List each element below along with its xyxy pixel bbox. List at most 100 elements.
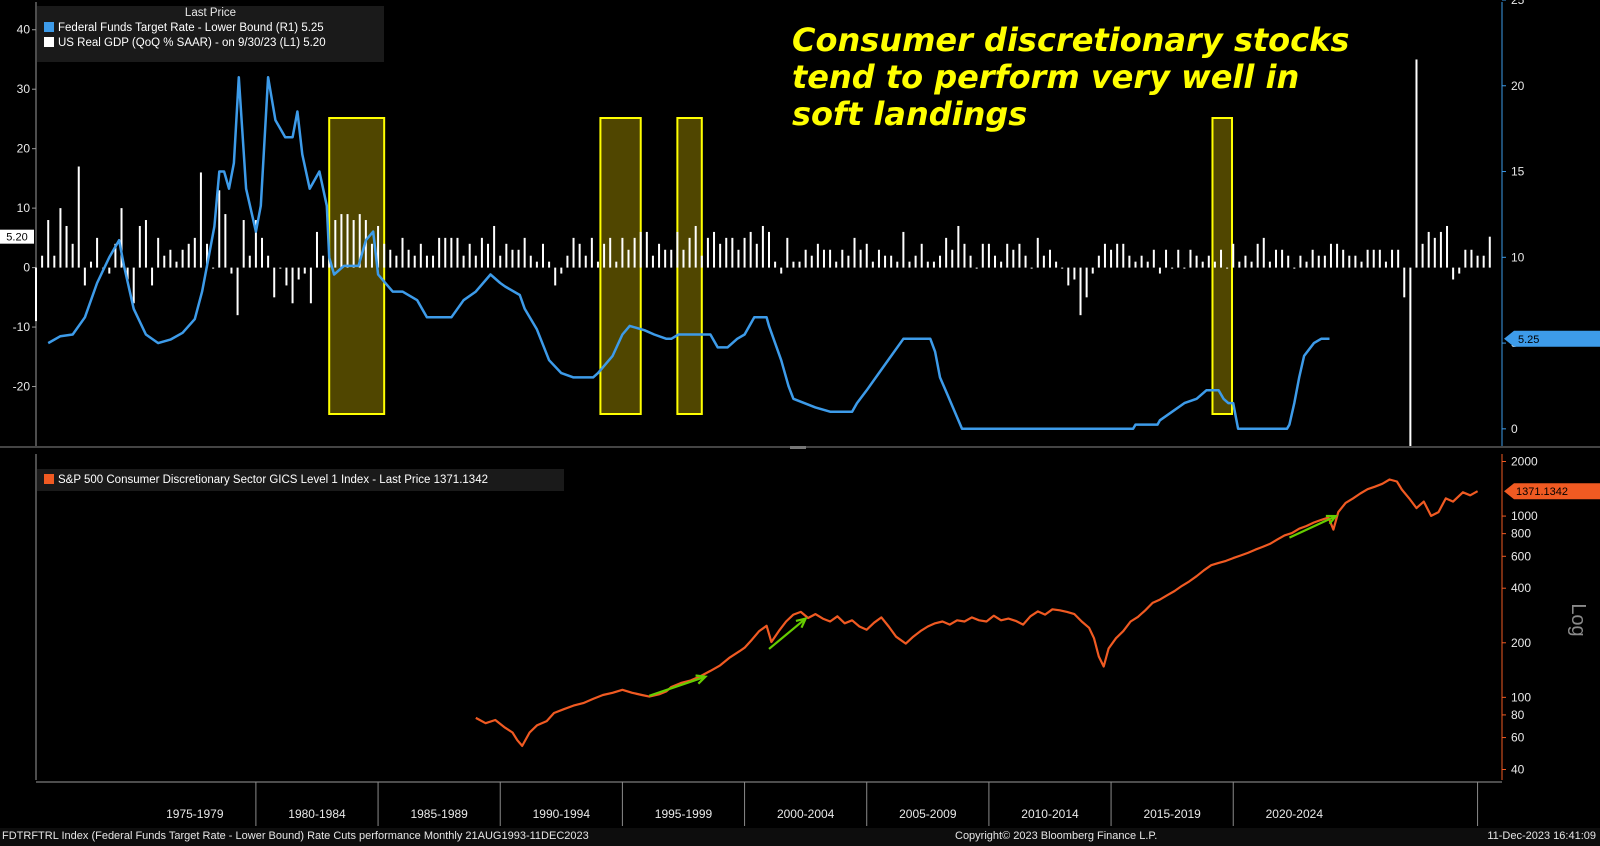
footer-bar: FDTRFTRL Index (Federal Funds Target Rat… [0,828,1600,846]
gdp-bar [829,249,832,268]
gdp-bar [407,249,410,268]
gdp-bar [41,255,44,268]
gdp-bar [1403,267,1406,298]
gdp-bar [1391,249,1394,268]
gdp-bar [450,237,453,268]
x-tick-label: 1975-1979 [166,807,224,821]
gdp-bar [96,237,99,268]
gdp-bar [309,267,312,304]
gdp-bar [425,255,428,268]
gdp-bar [505,243,508,268]
gdp-bar [1140,255,1143,268]
gdp-bar [609,237,612,268]
gdp-bar [273,267,276,298]
gdp-bar [981,243,984,268]
gdp-bar [462,255,465,268]
gdp-bar [1036,237,1039,268]
gdp-bar [969,255,972,268]
gdp-bar [261,237,264,268]
gdp-bar [1268,261,1271,268]
gdp-bar [865,243,868,268]
divider-handle [790,446,806,449]
gdp-bar [456,237,459,268]
gdp-bar [340,214,343,268]
gdp-bar [755,243,758,268]
trend-arrows [648,514,1339,697]
gdp-bar [230,267,233,274]
gdp-bar [816,243,819,268]
gdp-bar [413,255,416,268]
gdp-bar [493,225,496,268]
gdp-bar [151,267,154,286]
trend-arrow-head [695,674,708,685]
gdp-bar [1262,237,1265,268]
gdp-bar [810,255,813,268]
right-tick-label: 0 [1511,422,1518,436]
gdp-bar [126,267,129,280]
gdp-bar [120,208,123,268]
gdp-bar [352,220,355,268]
gdp-bar [1274,249,1277,268]
gdp-bar [1030,267,1033,269]
gdp-bar [1415,59,1418,268]
gdp-bar [474,255,477,268]
gdp-bar [1311,249,1314,268]
left-tick-label: 0 [23,261,30,275]
gdp-bar [370,243,373,268]
gdp-bar [792,261,795,268]
gdp-bar [1317,255,1320,268]
gdp-bar [218,190,221,268]
trend-arrow-head [795,616,808,629]
gdp-bar [322,255,325,268]
left-tick-label: 20 [17,142,31,156]
gdp-bar [1012,249,1015,268]
gdp-bar [1055,261,1058,268]
gdp-bar [1427,231,1430,268]
gdp-bar [1128,255,1131,268]
x-tick-label: 1990-1994 [533,807,591,821]
gdp-bar [377,225,380,268]
gdp-bar [554,267,557,286]
gdp-bar [1226,267,1229,269]
x-tick-label: 2010-2014 [1021,807,1079,821]
left-tick-label: 30 [17,82,31,96]
gdp-bar [1146,261,1149,268]
gdp-bar [47,220,50,268]
footer-left: FDTRFTRL Index (Federal Funds Target Rat… [2,830,589,842]
gdp-bar [1305,261,1308,268]
gdp-bar [1079,267,1082,316]
footer-center: Copyright© 2023 Bloomberg Finance L.P. [955,830,1158,842]
gdp-bar [108,267,111,274]
gdp-bar [291,267,294,304]
left-tick-label: 40 [17,23,31,37]
gdp-bar [401,237,404,268]
gdp-bar [1256,243,1259,268]
gdp-bar [1452,267,1455,280]
gdp-bar [1348,255,1351,268]
gdp-bar [774,261,777,268]
x-tick-label: 1980-1984 [288,807,346,821]
gdp-bar [236,267,239,316]
gdp-bar [945,237,948,268]
gdp-bar [212,267,215,269]
gdp-bar [535,261,538,268]
gdp-bar [65,225,68,268]
x-tick-label: 2020-2024 [1266,807,1324,821]
gdp-bar [1048,249,1051,268]
gdp-bar [89,261,92,268]
gdp-bar [1323,255,1326,268]
gdp-bar [1042,255,1045,268]
gdp-bar [53,255,56,268]
gdp-bar [957,225,960,268]
legend-index-label: S&P 500 Consumer Discretionary Sector GI… [58,474,488,486]
gdp-bar [1372,249,1375,268]
gdp-bar [908,261,911,268]
gdp-bar [1482,255,1485,268]
index-tick-label: 80 [1511,708,1525,722]
fed-last-marker [1504,330,1600,347]
legend-header: Last Price [184,7,237,19]
gdp-bar [590,237,593,268]
gdp-bar [138,225,141,268]
gdp-bar [1183,267,1186,269]
